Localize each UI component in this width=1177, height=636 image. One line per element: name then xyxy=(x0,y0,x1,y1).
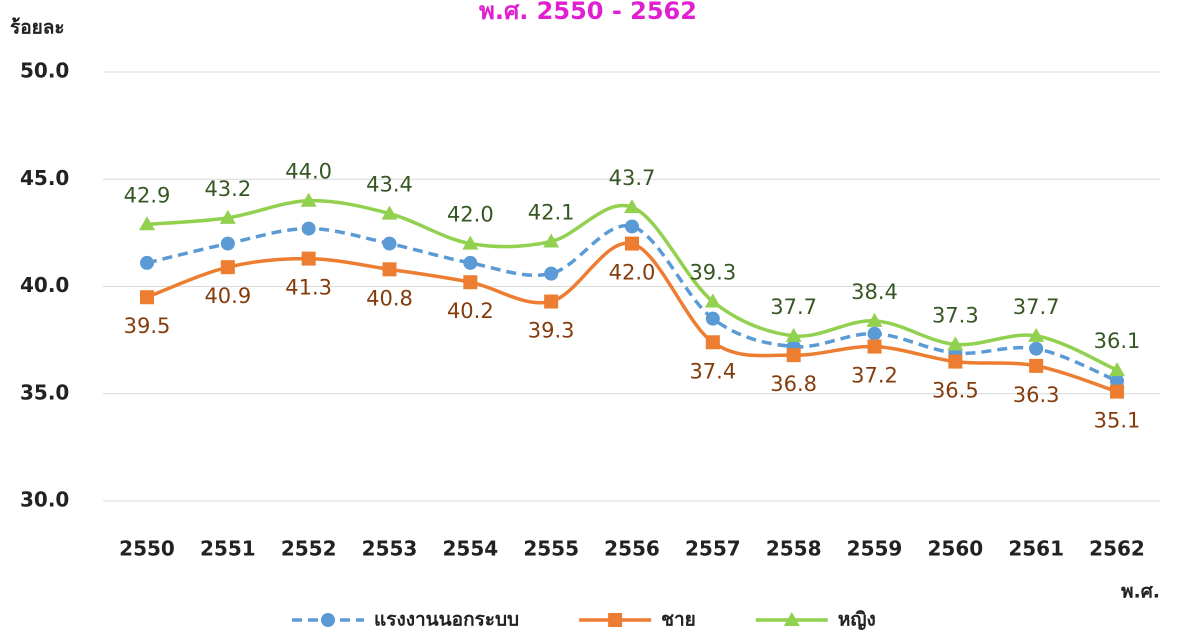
data-point xyxy=(140,290,154,305)
data-label: 41.3 xyxy=(285,276,332,300)
data-label: 42.1 xyxy=(528,200,575,224)
legend-label: แรงงานนอกระบบ xyxy=(374,609,519,631)
y-tick-label: 35.0 xyxy=(20,380,69,404)
data-point xyxy=(1029,358,1044,373)
x-tick-label: 2558 xyxy=(766,537,822,561)
data-label: 43.2 xyxy=(204,177,251,201)
data-point xyxy=(544,294,559,309)
y-tick-label: 40.0 xyxy=(20,273,69,297)
data-label: 36.8 xyxy=(770,372,817,396)
data-point xyxy=(705,335,720,350)
data-point xyxy=(382,262,397,277)
data-point xyxy=(220,260,235,275)
data-label: 37.7 xyxy=(1013,295,1060,319)
legend-marker xyxy=(783,612,800,626)
x-tick-label: 2550 xyxy=(119,537,175,561)
data-label: 42.9 xyxy=(124,183,171,207)
data-point xyxy=(300,192,317,207)
data-point xyxy=(867,326,882,341)
data-point xyxy=(785,327,802,342)
data-label: 37.2 xyxy=(851,364,898,388)
data-label: 43.7 xyxy=(609,166,656,190)
data-point xyxy=(704,293,721,308)
x-tick-label: 2554 xyxy=(442,537,498,561)
y-tick-label: 50.0 xyxy=(20,59,69,83)
data-label: 40.9 xyxy=(204,284,251,308)
data-label: 36.5 xyxy=(932,379,979,403)
data-label: 37.3 xyxy=(932,303,979,327)
data-point xyxy=(301,221,316,236)
data-label: 40.8 xyxy=(366,286,413,310)
data-label: 36.1 xyxy=(1094,329,1141,353)
data-label: 40.2 xyxy=(447,299,494,323)
data-point xyxy=(462,235,479,250)
legend-marker xyxy=(321,613,335,627)
data-label: 44.0 xyxy=(285,160,332,184)
x-tick-label: 2561 xyxy=(1008,537,1064,561)
legend-marker xyxy=(608,613,623,627)
x-axis-label: พ.ศ. xyxy=(1121,581,1160,603)
data-point xyxy=(220,236,235,251)
data-label: 42.0 xyxy=(609,261,656,285)
data-point xyxy=(381,205,398,220)
data-point xyxy=(625,219,639,234)
x-tick-label: 2557 xyxy=(685,537,741,561)
data-point xyxy=(947,336,964,351)
data-point xyxy=(463,275,478,290)
data-point xyxy=(866,312,883,327)
y-axis-label: ร้อยละ xyxy=(10,17,65,39)
data-label: 39.3 xyxy=(528,319,575,343)
x-tick-label: 2552 xyxy=(281,537,337,561)
legend-label: หญิง xyxy=(838,609,876,631)
data-point xyxy=(382,236,397,251)
data-label: 38.4 xyxy=(851,280,898,304)
data-point xyxy=(140,255,154,270)
data-point xyxy=(301,251,316,266)
x-tick-label: 2560 xyxy=(927,537,983,561)
data-point xyxy=(786,348,801,363)
data-point xyxy=(867,339,882,354)
data-point xyxy=(1110,373,1124,388)
data-point xyxy=(1028,327,1045,342)
data-point xyxy=(544,266,559,281)
data-label: 42.0 xyxy=(447,203,494,227)
data-point xyxy=(624,199,640,214)
data-point xyxy=(1109,362,1125,377)
x-tick-label: 2553 xyxy=(362,537,418,561)
x-tick-label: 2555 xyxy=(523,537,579,561)
x-tick-label: 2556 xyxy=(604,537,660,561)
data-point xyxy=(705,311,720,326)
data-point xyxy=(219,209,236,224)
data-label: 39.5 xyxy=(124,314,171,338)
data-label: 39.3 xyxy=(689,261,736,285)
data-label: 43.4 xyxy=(366,173,413,197)
data-point xyxy=(625,236,639,251)
data-point xyxy=(139,216,155,231)
y-tick-label: 45.0 xyxy=(20,166,69,190)
chart-title: พ.ศ. 2550 - 2562 xyxy=(479,0,697,25)
data-point xyxy=(1110,384,1124,399)
x-tick-label: 2562 xyxy=(1089,537,1145,561)
data-label: 36.3 xyxy=(1013,383,1060,407)
data-label: 35.1 xyxy=(1094,409,1141,433)
data-point xyxy=(948,354,963,369)
data-point xyxy=(1029,341,1044,356)
data-label: 37.7 xyxy=(770,295,817,319)
data-point xyxy=(543,233,560,248)
x-tick-label: 2559 xyxy=(847,537,903,561)
data-point xyxy=(463,255,478,270)
x-tick-label: 2551 xyxy=(200,537,256,561)
data-label: 37.4 xyxy=(689,359,736,383)
legend-label: ชาย xyxy=(661,609,696,631)
y-tick-label: 30.0 xyxy=(20,488,69,512)
